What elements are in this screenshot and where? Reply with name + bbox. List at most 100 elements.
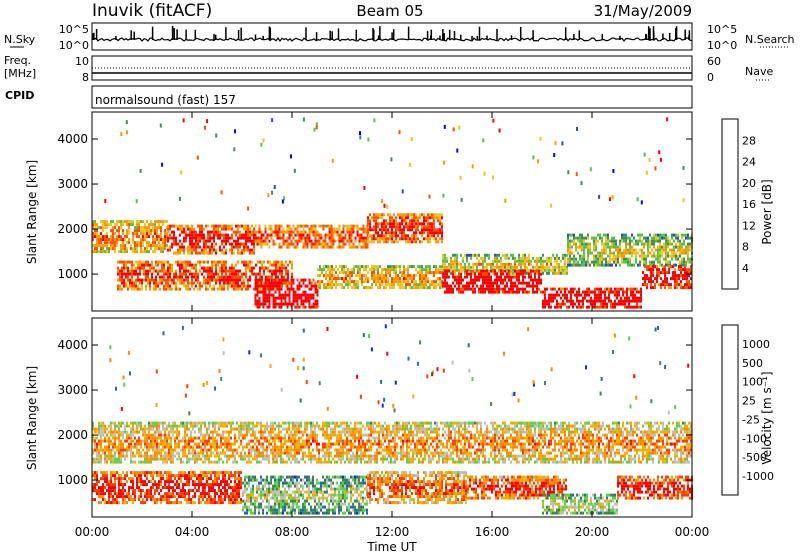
power-cell [205,225,207,228]
power-cell [626,300,628,303]
power-cell [558,288,560,291]
power-cell [516,273,518,276]
power-cell [381,280,383,283]
power-cell [482,291,484,294]
power-cell [596,300,598,303]
power-cell [576,291,578,294]
velocity-cell [240,428,242,431]
power-cell [217,279,219,282]
power-cell [379,286,381,289]
velocity-cell [252,422,254,425]
velocity-cell [278,431,280,434]
velocity-cell [140,443,142,446]
power-cell [583,264,585,267]
power-cell [353,246,355,249]
power-cell [556,260,558,263]
power-cell [231,246,233,249]
power-cell [269,276,271,279]
power-cell [189,231,191,234]
power-cell [321,234,323,237]
power-cell [257,303,259,306]
power-cell [323,283,325,286]
power-cell [617,252,619,255]
power-cell [297,225,299,228]
velocity-cell [164,443,166,446]
power-cell [637,243,639,246]
velocity-cell [270,422,272,425]
velocity-cell [192,452,194,455]
power-cell [259,303,261,306]
velocity-cell [94,461,96,464]
power-cell [377,271,379,274]
power-cell [650,280,652,283]
power-cell [498,276,500,279]
power-cell [211,273,213,276]
velocity-cell [236,440,238,443]
power-cell [215,252,217,255]
power-cell [167,231,169,234]
power-cell [564,297,566,300]
velocity-cell [168,437,170,440]
power-cell [589,246,591,249]
power-cell [150,247,152,250]
power-cell [381,222,383,225]
power-cell [121,267,123,270]
power-cell [407,271,409,274]
power-cell [417,265,419,268]
velocity-cell [236,428,238,431]
power-cell [518,288,520,291]
power-cell [540,273,542,276]
power-cell [267,294,269,297]
power-cell [317,274,319,277]
power-cell [431,225,433,228]
power-scatter-point [381,199,383,203]
power-cell [329,268,331,271]
power-cell [536,288,538,291]
power-cell [269,240,271,243]
power-cell [263,273,265,276]
power-cell [618,288,620,291]
power-cell [427,228,429,231]
power-cell [327,265,329,268]
power-cell [498,291,500,294]
power-cell [663,237,665,240]
power-cell [275,279,277,282]
velocity-cell [266,425,268,428]
power-cell [675,255,677,258]
power-cell [611,243,613,246]
velocity-cell [118,440,120,443]
power-cell [687,234,689,237]
power-cell [502,273,504,276]
power-cell [201,231,203,234]
power-cell [680,271,682,274]
power-cell [156,244,158,247]
power-cell [496,276,498,279]
power-cell [255,234,257,237]
power-cell [197,288,199,291]
power-cell [261,285,263,288]
power-cell [510,254,512,257]
power-cell [421,271,423,274]
power-cell [235,279,237,282]
power-cell [307,237,309,240]
power-cell [249,264,251,267]
power-scatter-point [458,126,460,130]
power-cell [161,276,163,279]
power-cell [104,250,106,253]
power-cell [492,291,494,294]
power-cell [640,288,642,291]
power-cell [387,277,389,280]
power-cell [658,268,660,271]
power-cell [674,274,676,277]
power-cell [393,277,395,280]
power-cell [586,306,588,309]
power-cell [285,294,287,297]
power-cell [160,250,162,253]
power-cell [305,291,307,294]
power-cell [133,264,135,267]
power-cell [291,285,293,288]
velocity-cell [114,428,116,431]
power-cell [299,234,301,237]
power-cell [277,228,279,231]
power-cell [504,270,506,273]
